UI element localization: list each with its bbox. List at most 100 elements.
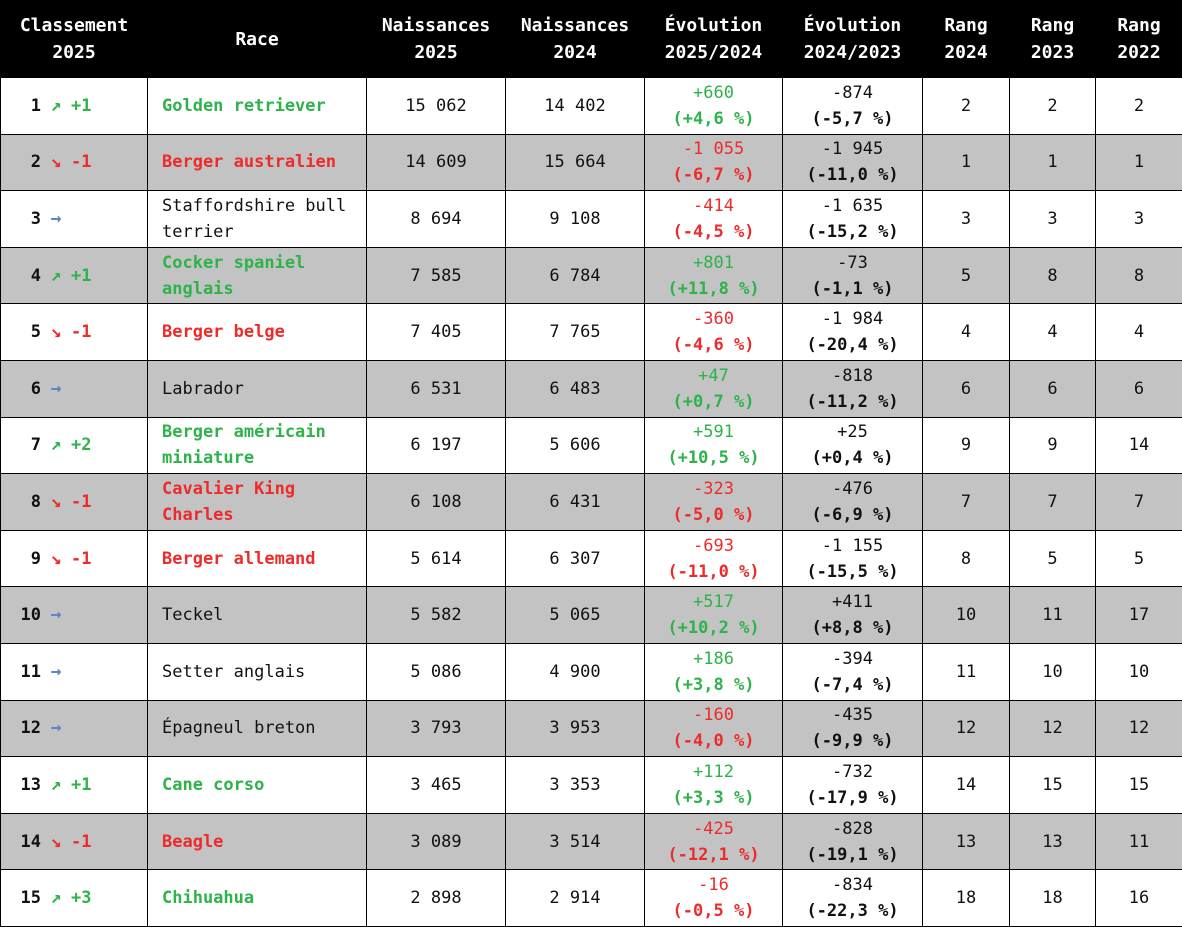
- evolution-abs: +660: [693, 82, 734, 103]
- evolution2-pct: (-15,5 %): [806, 561, 899, 582]
- rank-2022: 3: [1133, 208, 1145, 229]
- race-name: Cavalier King Charles: [162, 478, 296, 525]
- arrow-up-right-icon: ↗: [50, 887, 62, 909]
- rank-2024-cell: 1: [922, 133, 1010, 192]
- race-cell: Cocker spaniel anglais: [147, 246, 367, 305]
- evolution2-pct: (+8,8 %): [811, 618, 894, 639]
- rank-number: 13: [20, 774, 41, 795]
- evolution2-pct: (-19,1 %): [806, 844, 899, 865]
- evolution-2025-cell: -160 (-4,0 %): [644, 699, 783, 758]
- births-2024-cell: 5 065: [505, 586, 645, 644]
- race-name: Berger australien: [162, 152, 336, 173]
- rank-2023: 18: [1042, 888, 1063, 909]
- rank-2024-cell: 13: [922, 812, 1010, 871]
- evolution-2025-cell: +591 (+10,5 %): [644, 416, 783, 475]
- arrow-up-right-icon: ↗: [50, 264, 62, 286]
- rank-2022: 8: [1133, 265, 1145, 286]
- births-2025-cell: 6 531: [366, 359, 506, 418]
- arrow-down-right-icon: ↘: [50, 547, 62, 569]
- evolution-abs: +112: [693, 761, 734, 782]
- evolution2-abs: -1 945: [821, 139, 884, 160]
- evolution-2025-cell: +47 (+0,7 %): [644, 359, 783, 418]
- rank-number: 14: [20, 831, 41, 852]
- births-2025-cell: 7 405: [366, 303, 506, 361]
- rank-2023-cell: 15: [1009, 756, 1096, 814]
- race-cell: Beagle: [147, 812, 367, 871]
- births-2024: 15 664: [544, 152, 606, 173]
- rank-cell: 1 ↗ +1: [0, 77, 148, 135]
- header-row: Classement 2025 Race Naissances 2025 Naissa…: [0, 0, 1182, 78]
- evolution-abs: +186: [693, 648, 734, 669]
- table-row: 11 → Setter anglais 5 086 4 900 +186 (+3,8 %) -…: [0, 642, 1182, 701]
- race-name: Cocker spaniel anglais: [162, 252, 306, 299]
- evolution-2024-cell: +411 (+8,8 %): [782, 586, 923, 644]
- rank-2024: 9: [960, 435, 972, 456]
- births-2025: 6 197: [410, 435, 462, 456]
- births-2024-cell: 4 900: [505, 642, 645, 701]
- rank-2023-cell: 13: [1009, 812, 1096, 871]
- rank-2022: 4: [1133, 322, 1145, 343]
- evolution-abs: -360: [693, 309, 734, 330]
- rank-2022-cell: 5: [1095, 529, 1182, 588]
- evolution-pct: (-4,0 %): [672, 731, 755, 752]
- births-2024-cell: 14 402: [505, 77, 645, 135]
- rank-2023: 6: [1047, 378, 1058, 399]
- evolution-2024-cell: -1 945 (-11,0 %): [782, 133, 923, 192]
- race-cell: Teckel: [147, 586, 367, 644]
- rank-2024: 18: [955, 888, 977, 909]
- evolution-2024-cell: -874 (-5,7 %): [782, 77, 923, 135]
- arrow-down-right-icon: ↘: [50, 321, 62, 343]
- evolution2-abs: -1 635: [821, 195, 884, 216]
- evolution-2025-cell: -693 (-11,0 %): [644, 529, 783, 588]
- rank-2024-cell: 7: [922, 473, 1010, 531]
- births-2024: 6 483: [549, 378, 601, 399]
- evolution-2025-cell: -414 (-4,5 %): [644, 190, 783, 248]
- evolution2-pct: (-11,0 %): [806, 165, 899, 186]
- rank-2024: 1: [960, 152, 972, 173]
- evolution2-abs: -476: [832, 478, 873, 499]
- evolution-2024-cell: -435 (-9,9 %): [782, 699, 923, 758]
- rank-2022-cell: 16: [1095, 869, 1182, 927]
- rank-2022-cell: 17: [1095, 586, 1182, 644]
- evolution-pct: (+3,3 %): [672, 787, 755, 808]
- rank-2024: 5: [960, 265, 972, 286]
- arrow-right-icon: →: [50, 207, 62, 229]
- rank-number: 9: [30, 548, 41, 569]
- race-cell: Berger allemand: [147, 529, 367, 588]
- table-row: 1 ↗ +1 Golden retriever 15 062 14 402 +660 (+4,…: [0, 77, 1182, 135]
- births-2025: 3 793: [410, 718, 462, 739]
- evolution-pct: (+11,8 %): [667, 278, 760, 299]
- rank-cell: 4 ↗ +1: [0, 246, 148, 305]
- rank-2024: 8: [960, 548, 972, 569]
- evolution-2024-cell: +25 (+0,4 %): [782, 416, 923, 475]
- rank-change: -1: [71, 491, 92, 512]
- births-2025-cell: 5 086: [366, 642, 506, 701]
- race-cell: Cane corso: [147, 756, 367, 814]
- births-2025-cell: 15 062: [366, 77, 506, 135]
- arrow-up-right-icon: ↗: [50, 434, 62, 456]
- evolution-abs: -323: [693, 478, 734, 499]
- evolution2-abs: -1 155: [821, 535, 884, 556]
- rank-change: +1: [71, 774, 92, 795]
- column-header: Évolution 2025/2024: [644, 0, 783, 78]
- rank-change: +1: [71, 265, 92, 286]
- arrow-down-right-icon: ↘: [50, 490, 62, 512]
- births-2024: 6 784: [549, 265, 601, 286]
- evolution-pct: (-6,7 %): [672, 165, 755, 186]
- rank-cell: 14 ↘ -1: [0, 812, 148, 871]
- column-header: Évolution 2024/2023: [782, 0, 923, 78]
- births-2025-cell: 8 694: [366, 190, 506, 248]
- evolution-abs: -425: [693, 818, 734, 839]
- evolution-2025-cell: -1 055 (-6,7 %): [644, 133, 783, 192]
- births-2024: 6 431: [549, 491, 601, 512]
- rank-2024-cell: 14: [922, 756, 1010, 814]
- rank-2024: 10: [955, 605, 977, 626]
- evolution-2025-cell: -360 (-4,6 %): [644, 303, 783, 361]
- births-2025: 3 465: [410, 774, 462, 795]
- births-2025: 5 582: [410, 605, 462, 626]
- column-header: Classement 2025: [0, 0, 148, 78]
- births-2025: 5 614: [410, 548, 462, 569]
- births-2024-cell: 7 765: [505, 303, 645, 361]
- rank-2023: 13: [1042, 831, 1063, 852]
- table-row: 12 → Épagneul breton 3 793 3 953 -160 (-4,0 %)…: [0, 699, 1182, 758]
